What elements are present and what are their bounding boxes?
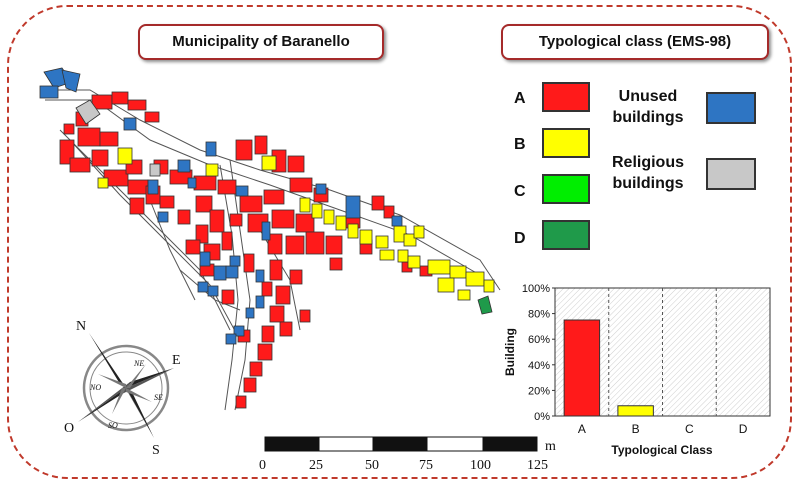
chart-x-ticks: A B C D — [578, 422, 748, 436]
scale-label-50: 50 — [365, 458, 379, 473]
compass-label-no: NO — [89, 383, 101, 392]
buildings-unused — [39, 67, 403, 345]
legend-letter-b: B — [514, 136, 526, 153]
compass-label-e: E — [172, 353, 181, 368]
chart-xtick-label-b: B — [632, 422, 640, 436]
chart-ytick-label: 20% — [528, 385, 550, 397]
chart-ylabel: Building — [503, 328, 517, 376]
compass-label-ne: NE — [133, 359, 144, 368]
buildings-religious — [75, 99, 161, 177]
chart-ytick-label: 80% — [528, 309, 550, 321]
chart-ytick-label: 0% — [534, 411, 550, 423]
scale-label-0: 0 — [259, 458, 266, 473]
legend-swatch-unused — [706, 92, 756, 124]
legend-unused-line2: buildings — [612, 109, 684, 126]
scale-label-25: 25 — [309, 458, 323, 473]
legend-letter-d: D — [514, 230, 526, 247]
compass-label-se: SE — [154, 393, 163, 402]
legend-swatch-a — [542, 82, 590, 112]
legend-swatch-c — [542, 174, 590, 204]
chart-bar-b — [617, 405, 654, 417]
scale-bar: 0 25 50 75 100 125 m — [259, 436, 556, 473]
legend-religious-line2: buildings — [612, 175, 684, 192]
chart-xtick-label-a: A — [578, 422, 586, 436]
buildings-class-a — [59, 91, 433, 409]
compass-label-n: N — [76, 319, 86, 334]
chart-xtick-label-d: D — [739, 422, 748, 436]
scale-label-125: 125 — [527, 458, 548, 473]
legend-swatch-religious — [706, 158, 756, 190]
map-title-text: Municipality of Baranello — [172, 33, 350, 50]
chart-ytick-label: 40% — [528, 360, 550, 372]
buildings-class-d — [477, 295, 493, 315]
legend-letter-a: A — [514, 90, 526, 107]
legend-religious-label: Religious buildings — [592, 152, 704, 194]
legend-swatch-d — [542, 220, 590, 250]
legend-title: Typological class (EMS-98) — [501, 24, 769, 60]
outer-frame — [7, 5, 792, 479]
chart-xlabel: Typological Class — [611, 443, 712, 457]
map-title: Municipality of Baranello — [138, 24, 384, 60]
scale-label-75: 75 — [419, 458, 433, 473]
legend-religious-line1: Religious — [611, 154, 684, 171]
compass-rose-icon: N E S O NE SE SO NO — [64, 319, 181, 458]
compass-label-so: SO — [108, 421, 118, 430]
chart-xtick-label-c: C — [685, 422, 694, 436]
chart-ytick-label: 100% — [522, 283, 550, 295]
legend-title-text: Typological class (EMS-98) — [538, 33, 732, 50]
compass-label-s: S — [152, 443, 160, 458]
legend-swatch-b — [542, 128, 590, 158]
chart-bars — [563, 319, 654, 417]
scale-unit: m — [545, 439, 556, 454]
legend-unused-line1: Unused — [618, 88, 678, 105]
chart-ytick-label: 60% — [528, 334, 550, 346]
compass-label-o: O — [64, 421, 74, 436]
chart-bar-a — [563, 319, 601, 417]
legend-letter-c: C — [514, 183, 526, 200]
buildings-class-b — [97, 147, 495, 301]
typological-class-chart: 0% 20% 40% 60% 80% 100% A B C D Typological Clas… — [503, 283, 771, 457]
legend-unused-label: Unused buildings — [592, 86, 704, 128]
chart-y-ticks: 0% 20% 40% 60% 80% 100% — [522, 283, 555, 423]
scale-label-100: 100 — [470, 458, 491, 473]
